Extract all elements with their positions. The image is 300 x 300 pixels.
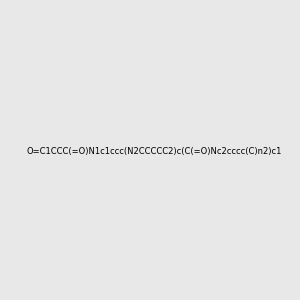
Text: O=C1CCC(=O)N1c1ccc(N2CCCCC2)c(C(=O)Nc2cccc(C)n2)c1: O=C1CCC(=O)N1c1ccc(N2CCCCC2)c(C(=O)Nc2cc… (26, 147, 281, 156)
